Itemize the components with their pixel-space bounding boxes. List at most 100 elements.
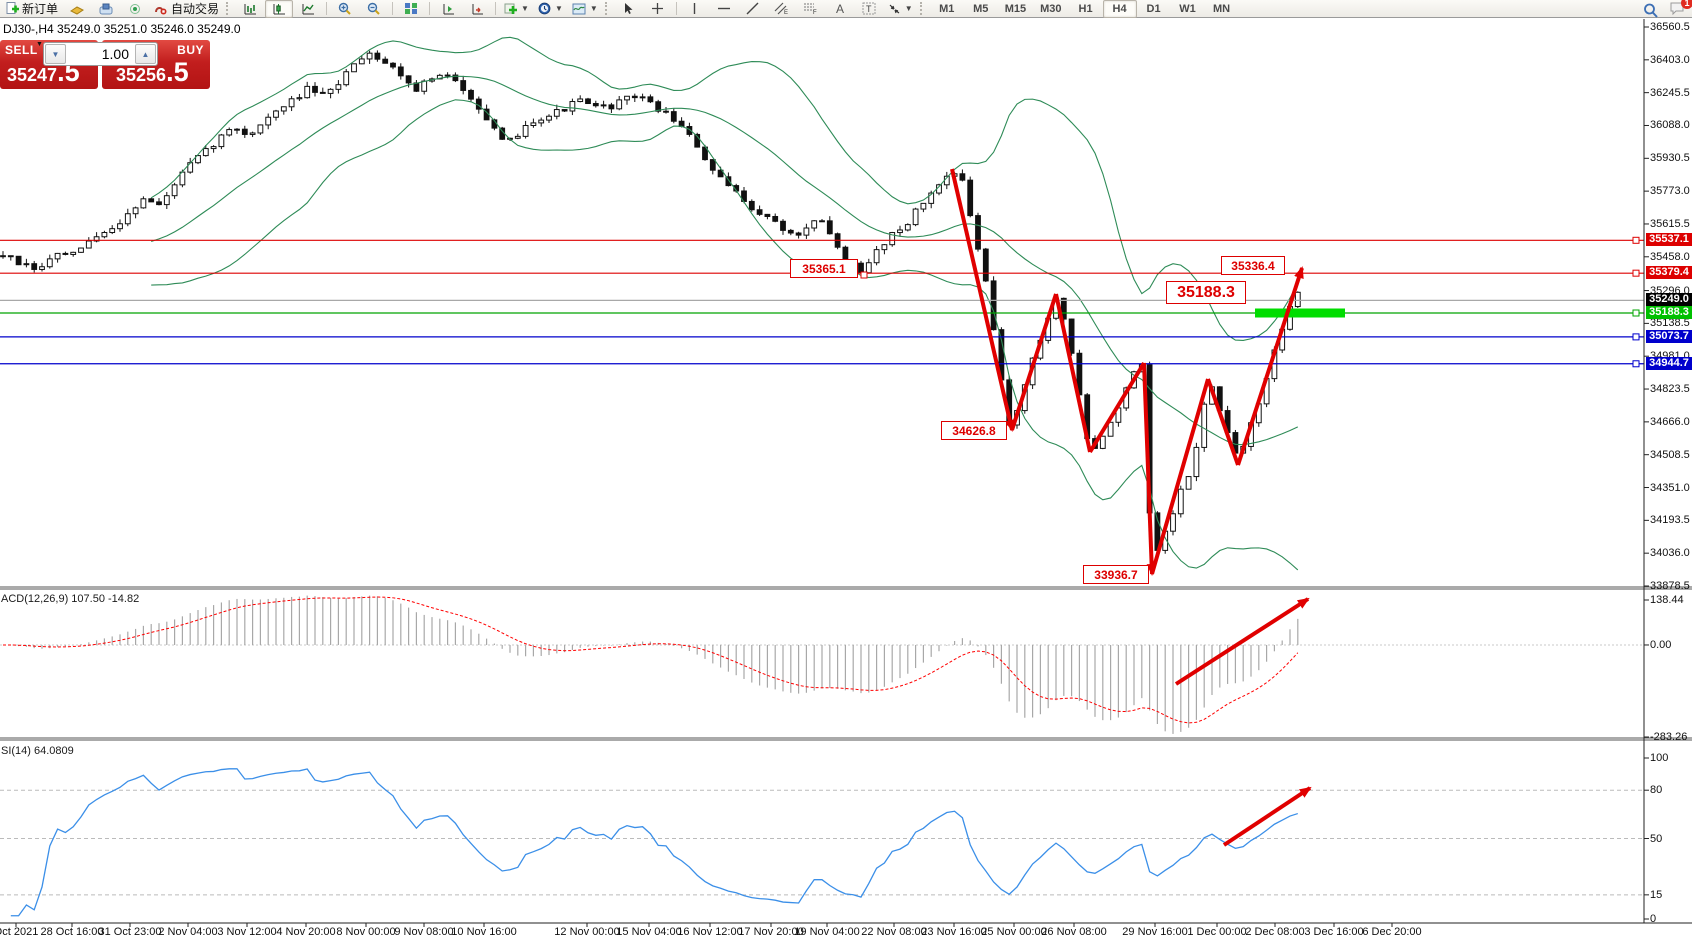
tile-windows-button[interactable] [397,0,425,18]
level-line-handle[interactable] [1632,309,1640,317]
new-order-button[interactable]: 新订单 [2,0,62,18]
horizontal-level-lines[interactable] [0,236,1644,368]
level-line-handle[interactable] [1632,236,1640,244]
time-axis-label: 16 Nov 12:00 [677,926,743,938]
price-callout-34626.8[interactable]: 34626.8 [941,421,1007,440]
price-axis-tick: 34823.5 [1650,383,1690,396]
publish-button[interactable] [63,0,91,18]
timeframe-MN[interactable]: MN [1212,2,1231,15]
text-button[interactable]: A [826,0,854,18]
trend-arrow[interactable] [1054,293,1092,453]
rsi-axis-tick: 15 [1650,888,1663,901]
chart-shift-button[interactable] [463,0,491,18]
notifications-button[interactable]: 1 [1669,0,1692,20]
level-line-handle[interactable] [1632,360,1640,368]
trend-arrow[interactable] [1236,266,1304,466]
svg-text:F: F [813,10,817,15]
svg-text:T: T [866,4,872,14]
equidistant-channel-button[interactable]: E [768,0,796,18]
timeframe-M30[interactable]: M30 [1040,2,1062,15]
fibonacci-button[interactable]: F [797,0,825,18]
timeframe-H1[interactable]: H1 [1078,2,1093,15]
rsi-axis-tick: 50 [1650,832,1663,845]
level-line-handle[interactable] [1632,333,1640,341]
toolbar-separator [429,2,431,15]
toolbar-separator [326,2,328,15]
trend-arrow[interactable] [1206,378,1240,466]
dropdown-caret: ▼ [589,4,598,13]
volume-increase-button[interactable]: ▲ [135,44,156,64]
one-click-menu-caret[interactable]: ▼ [36,41,43,48]
timeframe-M5[interactable]: M5 [973,2,989,15]
notification-badge: 1 [1681,0,1692,9]
dropdown-caret: ▼ [554,4,563,13]
time-axis-label: 2 Nov 04:00 [158,926,218,938]
indicators-button[interactable]: ▼ [500,0,533,18]
cursor-button[interactable] [615,0,643,18]
toolbar-separator [675,2,677,15]
timeframe-bar: M1 M5 M15 M30 H1 H4 D1 W1 MN [930,0,1239,18]
time-axis-label: 4 Nov 20:00 [276,926,336,938]
signals-button[interactable] [121,0,149,18]
time-axis-label: 3 Dec 16:00 [1304,926,1364,938]
timeframe-M15[interactable]: M15 [1004,2,1027,15]
timeframe-D1[interactable]: D1 [1146,2,1161,15]
price-callout-35365.1[interactable]: 35365.1 [790,259,858,278]
data-window-button[interactable] [92,0,120,18]
time-axis-label: 28 Oct 16:00 [40,926,104,938]
chart-canvas[interactable] [0,18,1692,940]
text-label-button[interactable]: T [855,0,883,18]
timeframe-M1[interactable]: M1 [939,2,955,15]
macd-axis-tick: 138.44 [1650,594,1684,606]
timeframe-H4[interactable]: H4 [1102,0,1137,18]
trend-arrow[interactable] [950,168,1015,432]
price-axis-tick: 36088.0 [1650,119,1690,132]
candlesticks [0,50,1301,555]
vertical-line-button[interactable] [681,0,709,18]
macd-arrow[interactable] [1174,597,1310,686]
periods-clock-icon [538,2,551,15]
time-axis-label: 6 Dec 20:00 [1362,926,1422,938]
auto-scroll-button[interactable] [434,0,462,18]
level-line-handle[interactable] [1632,269,1640,277]
price-callout-33936.7[interactable]: 33936.7 [1083,565,1149,584]
zoom-in-button[interactable] [331,0,359,18]
bar-chart-button[interactable] [236,0,264,18]
zoom-out-button[interactable] [360,0,388,18]
trend-arrow[interactable] [1142,362,1157,576]
arrows-button[interactable]: ▼ [884,0,917,18]
price-callout-35188.3[interactable]: 35188.3 [1166,281,1246,304]
line-chart-button[interactable] [294,0,322,18]
trend-arrow[interactable] [1150,378,1210,575]
channel-icon: E [774,2,788,15]
trendline-button[interactable] [739,0,767,18]
periods-button[interactable]: ▼ [534,0,567,18]
volume-decrease-button[interactable]: ▼ [45,44,66,64]
time-axis-label: 26 Nov 08:00 [1041,926,1107,938]
candlestick-chart-button[interactable] [265,0,294,18]
search-icon[interactable] [1643,3,1659,18]
zoom-out-icon [367,2,380,15]
autotrading-label: 自动交易 [171,2,220,16]
autotrading-icon [155,6,167,14]
horizontal-line-button[interactable] [710,0,738,18]
price-badge-35188.3: 35188.3 [1646,306,1692,319]
time-axis-label: 8 Nov 00:00 [336,926,396,938]
price-axis-tick: 33878.5 [1650,580,1690,592]
autotrading-button[interactable]: 自动交易 [150,0,223,18]
trend-arrow[interactable] [1010,293,1058,431]
price-axis-tick: 36245.5 [1650,86,1690,99]
time-axis-label: 17 Nov 20:00 [738,926,804,938]
price-callout-35336.4[interactable]: 35336.4 [1221,256,1285,275]
crosshair-button[interactable] [644,0,672,18]
timeframe-W1[interactable]: W1 [1179,2,1196,15]
time-axis-label: 23 Nov 16:00 [921,926,987,938]
trend-arrow[interactable] [1088,361,1146,454]
publish-icon [70,5,85,15]
green-highlight-bar[interactable] [1255,308,1345,318]
rsi-arrow[interactable] [1222,786,1312,847]
templates-button[interactable]: ▼ [568,0,602,18]
one-click-trading-panel: SELL 35247.5 BUY 35256.5 ▼ ▼ 1.00 ▲ [0,40,210,89]
rsi-axis-tick: 0 [1650,913,1657,925]
